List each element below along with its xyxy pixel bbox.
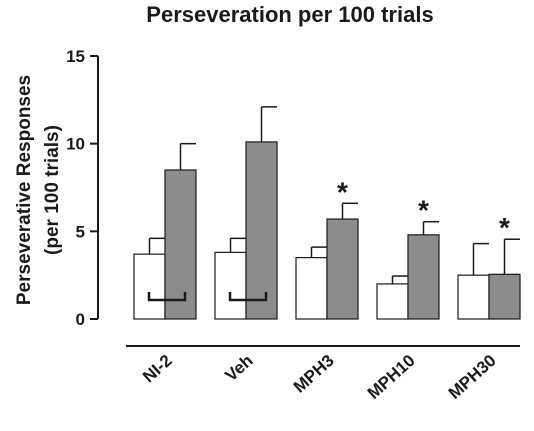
plot-area: 0 5 10 15 NI-2 Veh * MPH3 * MPH10 * MPH30 — [66, 47, 521, 403]
bar — [326, 218, 359, 320]
x-tick-label: Veh — [221, 351, 256, 385]
bar — [457, 274, 490, 320]
x-tick-label: MPH10 — [364, 351, 419, 403]
bar — [295, 257, 328, 320]
comparison-bracket — [147, 292, 187, 302]
y-tick-label: 5 — [76, 222, 85, 241]
x-tick-label: MPH30 — [445, 351, 500, 403]
bar — [376, 283, 409, 320]
bar — [164, 169, 197, 320]
bar — [133, 253, 166, 320]
y-tick-label: 0 — [76, 310, 85, 329]
x-tick-label: MPH3 — [290, 351, 338, 397]
bar — [488, 273, 521, 320]
x-tick-label: NI-2 — [139, 351, 176, 387]
chart-title: Perseveration per 100 trials — [146, 2, 433, 27]
bar — [214, 251, 247, 320]
significance-marker: * — [418, 195, 429, 226]
significance-marker: * — [337, 176, 348, 207]
y-tick-label: 10 — [66, 135, 85, 154]
bar — [245, 141, 278, 320]
y-axis-label-line1: Perseverative Responses — [14, 75, 35, 305]
significance-marker: * — [499, 212, 510, 243]
y-axis-label-line2: (per 100 trials) — [42, 125, 63, 255]
y-tick-label: 15 — [66, 47, 85, 66]
comparison-bracket — [228, 292, 268, 302]
bar — [407, 234, 440, 320]
